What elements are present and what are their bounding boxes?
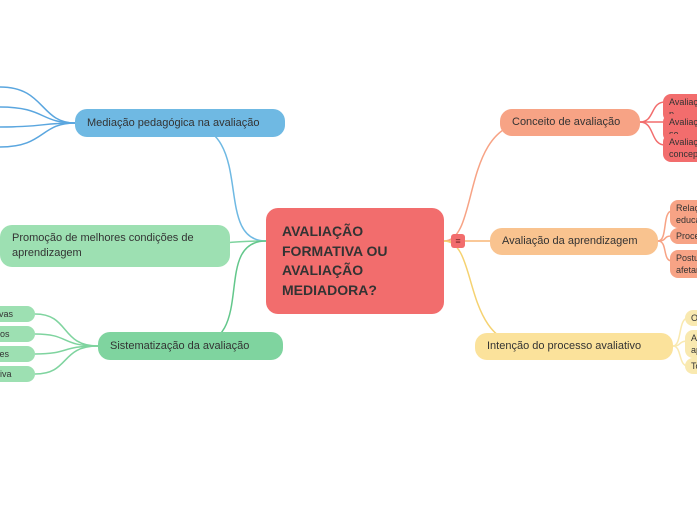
connector — [640, 122, 665, 145]
node-label: Mediação pedagógica na avaliação — [87, 116, 259, 131]
leaf-label: Obs — [691, 312, 697, 324]
connector — [0, 123, 75, 127]
leaf-sistematizacao-0[interactable]: valiativas — [0, 306, 35, 322]
node-conceito[interactable]: Conceito de avaliação — [500, 109, 640, 136]
node-label: Conceito de avaliação — [512, 115, 620, 130]
node-label: AVALIAÇÃO FORMATIVA OU AVALIAÇÃO MEDIADO… — [282, 222, 428, 300]
leaf-label: Posturas afetam c — [676, 252, 697, 276]
connector — [35, 346, 98, 374]
leaf-sistematizacao-3[interactable]: evolutiva — [0, 366, 35, 382]
leaf-sistematizacao-1[interactable]: s alunos — [0, 326, 35, 342]
leaf-intencao-1[interactable]: Ana apr — [685, 330, 697, 358]
connector — [0, 87, 75, 123]
node-sistematizacao[interactable]: Sistematização da avaliação — [98, 332, 283, 360]
node-label: Promoção de melhores condições de aprend… — [12, 231, 218, 261]
leaf-label: orrentes — [0, 348, 9, 360]
node-label: Sistematização da avaliação — [110, 339, 249, 354]
connector — [0, 107, 75, 123]
node-intencao[interactable]: Intenção do processo avaliativo — [475, 333, 673, 360]
connector — [180, 123, 266, 241]
connector — [0, 123, 75, 147]
leaf-label: Processo a — [676, 230, 697, 242]
leaf-label: Toma — [691, 360, 697, 372]
node-mediacao[interactable]: Mediação pedagógica na avaliação — [75, 109, 285, 137]
leaf-label: Relação educand — [676, 202, 697, 226]
node-label: Intenção do processo avaliativo — [487, 339, 641, 354]
leaf-sistematizacao-2[interactable]: orrentes — [0, 346, 35, 362]
toggle-icon[interactable]: ≡ — [451, 234, 465, 248]
leaf-aprendizagem-2[interactable]: Posturas afetam c — [670, 250, 697, 278]
leaf-label: evolutiva — [0, 368, 12, 380]
connector — [444, 241, 530, 346]
connector — [35, 334, 98, 346]
leaf-intencao-0[interactable]: Obs — [685, 310, 697, 326]
connector — [35, 346, 98, 354]
node-label: Avaliação da aprendizagem — [502, 234, 638, 249]
leaf-label: Ana apr — [691, 332, 697, 356]
connector — [35, 314, 98, 346]
connector — [640, 102, 665, 122]
leaf-conceito-2[interactable]: Avaliação funda concepções edu — [663, 134, 697, 162]
leaf-aprendizagem-0[interactable]: Relação educand — [670, 200, 697, 228]
node-aprendizagem[interactable]: Avaliação da aprendizagem — [490, 228, 658, 255]
connector — [444, 122, 530, 241]
leaf-label: valiativas — [0, 308, 13, 320]
leaf-aprendizagem-1[interactable]: Processo a — [670, 228, 697, 244]
node-promocao[interactable]: Promoção de melhores condições de aprend… — [0, 225, 230, 267]
leaf-label: Avaliação funda concepções edu — [669, 136, 697, 160]
leaf-intencao-2[interactable]: Toma — [685, 358, 697, 374]
leaf-label: s alunos — [0, 328, 10, 340]
node-center[interactable]: AVALIAÇÃO FORMATIVA OU AVALIAÇÃO MEDIADO… — [266, 208, 444, 314]
